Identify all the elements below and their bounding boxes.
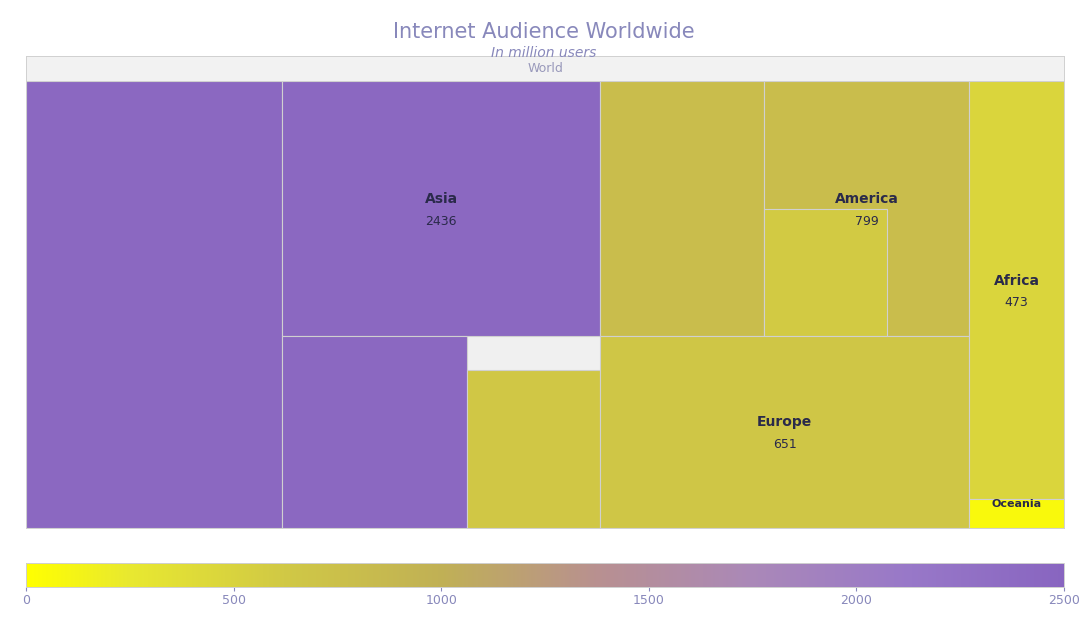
- Bar: [764, 81, 969, 336]
- Text: 2436: 2436: [425, 215, 457, 228]
- Text: World: World: [528, 62, 562, 75]
- Bar: [601, 336, 969, 528]
- Bar: [601, 81, 764, 336]
- Text: Africa: Africa: [993, 273, 1039, 288]
- Bar: [283, 336, 467, 528]
- Text: America: America: [834, 192, 899, 205]
- Bar: [283, 81, 601, 336]
- Text: 473: 473: [1004, 296, 1028, 310]
- Text: Europe: Europe: [757, 415, 813, 429]
- Bar: [764, 209, 887, 336]
- Bar: [26, 81, 283, 528]
- Text: 651: 651: [772, 437, 796, 450]
- Text: 799: 799: [855, 215, 879, 228]
- Bar: [467, 370, 601, 528]
- Text: Internet Audience Worldwide: Internet Audience Worldwide: [393, 22, 695, 41]
- Text: Oceania: Oceania: [991, 499, 1041, 508]
- Text: In million users: In million users: [492, 46, 596, 60]
- Bar: [969, 81, 1064, 499]
- Bar: [969, 499, 1064, 528]
- Text: Asia: Asia: [424, 192, 458, 205]
